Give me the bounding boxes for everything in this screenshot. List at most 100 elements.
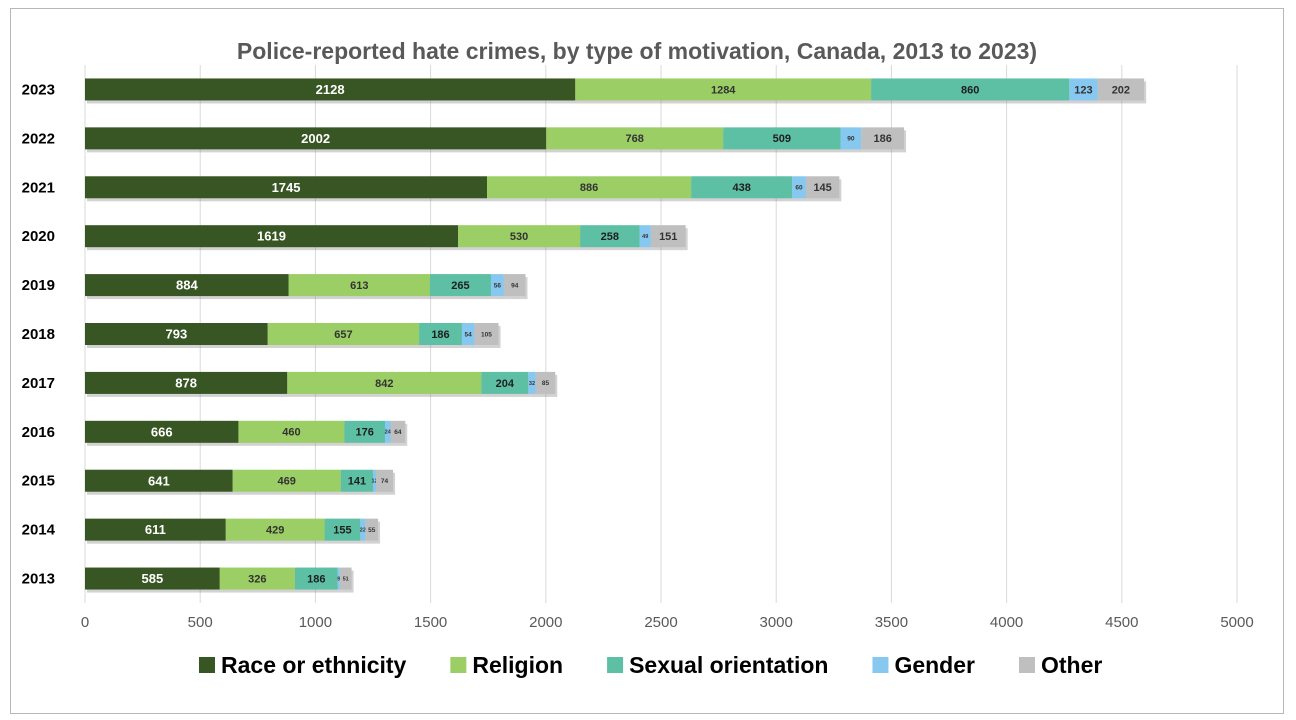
- gridlines: [84, 65, 1238, 603]
- y-category-label: 2017: [22, 375, 55, 392]
- bar-segment: [691, 176, 793, 199]
- bar-segment: [429, 274, 491, 297]
- bar-segment: [503, 274, 526, 297]
- bar-value-label: 186: [307, 573, 325, 585]
- bar-value-label: 886: [580, 182, 598, 194]
- bar-segment: [1069, 78, 1098, 101]
- x-tick-label: 1000: [299, 614, 332, 631]
- bar-segment: [85, 469, 233, 492]
- bar-value-label: 90: [847, 136, 855, 143]
- x-axis-labels: 0 500 1000 1500 2000 2500 3000 3500 4000 4500 5000: [81, 614, 1254, 631]
- bar-segment: [546, 127, 724, 150]
- bar-value-label: 469: [278, 476, 296, 488]
- bar-value-label: 24: [385, 430, 392, 436]
- bar-value-label: 9: [337, 576, 340, 582]
- y-category-label: 2023: [22, 81, 55, 98]
- bar-value-label: 155: [333, 524, 351, 536]
- legend-swatch: [450, 657, 467, 673]
- bar-value-label: 94: [511, 282, 519, 289]
- legend-label: Gender: [894, 652, 975, 678]
- bar-segment: [232, 469, 341, 492]
- x-tick-label: 2000: [529, 614, 562, 631]
- x-tick-label: 3000: [760, 614, 793, 631]
- y-category-label: 2020: [22, 228, 55, 245]
- bar-value-label: 793: [166, 327, 188, 342]
- x-tick-label: 3500: [875, 614, 908, 631]
- x-tick-label: 0: [81, 614, 89, 631]
- bar-value-label: 860: [961, 84, 979, 96]
- bar-segment: [474, 323, 499, 345]
- bar-value-label: 666: [151, 424, 173, 439]
- legend-swatch: [872, 657, 889, 673]
- bar-segment: [339, 567, 352, 590]
- bar-value-label: 657: [334, 329, 352, 341]
- bar-value-label: 438: [732, 182, 750, 194]
- bar-segment: [639, 225, 651, 248]
- bar-segment: [723, 127, 841, 150]
- bar-value-label: 56: [494, 282, 502, 289]
- x-tick-label: 1500: [414, 614, 447, 631]
- bar-value-label: 105: [481, 331, 492, 338]
- legend-swatch: [607, 657, 624, 673]
- bar-segment: [288, 274, 430, 297]
- x-tick-label: 500: [188, 614, 213, 631]
- bar-segment: [344, 420, 385, 443]
- bar-value-label: 611: [145, 522, 166, 537]
- bar-value-label: 202: [1112, 84, 1130, 96]
- bar-value-label: 74: [381, 478, 389, 485]
- x-tick-label: 5000: [1220, 614, 1253, 631]
- bar-value-label: 585: [142, 571, 164, 586]
- chart-frame: Police-reported hate crimes, by type of …: [10, 8, 1284, 714]
- bar-value-label: 51: [343, 576, 349, 582]
- legend-label: Race or ethnicity: [221, 652, 407, 678]
- chart-title: Police-reported hate crimes, by type of …: [237, 38, 1037, 64]
- bar-value-label: 64: [394, 429, 402, 436]
- bar-segment: [287, 371, 482, 394]
- y-category-label: 2015: [22, 473, 55, 490]
- bar-value-label: 186: [431, 329, 449, 341]
- bar-segment: [238, 420, 345, 443]
- bar-value-label: 884: [176, 278, 198, 293]
- bar-value-label: 842: [375, 378, 393, 390]
- bars: 2128 1284 860 123 202 2002 768 509 90 186 1745 886 4…: [85, 78, 1147, 593]
- x-tick-label: 4500: [1105, 614, 1138, 631]
- x-tick-label: 4000: [990, 614, 1023, 631]
- bar-value-label: 530: [510, 231, 528, 243]
- bar-segment: [85, 225, 459, 248]
- bar-value-label: 878: [175, 375, 197, 390]
- y-category-label: 2021: [22, 179, 55, 196]
- bar-value-label: 145: [813, 182, 831, 194]
- bar-value-label: 768: [626, 133, 644, 145]
- legend-label: Sexual orientation: [629, 652, 828, 678]
- bar-value-label: 204: [496, 378, 515, 390]
- legend-swatch: [1018, 657, 1035, 673]
- bar-value-label: 123: [1074, 84, 1092, 96]
- bar-segment: [85, 518, 226, 541]
- bar-segment: [461, 323, 475, 345]
- bar-value-label: 258: [601, 231, 619, 243]
- bar-segment: [458, 225, 581, 248]
- bar-segment: [85, 371, 288, 394]
- bar-segment: [340, 469, 374, 492]
- bar-value-label: 641: [148, 473, 170, 488]
- bar-value-label: 1284: [711, 84, 736, 96]
- y-category-label: 2014: [22, 522, 56, 539]
- bar-value-label: 85: [542, 380, 550, 387]
- bar-segment: [337, 567, 340, 590]
- bar-segment: [85, 567, 220, 590]
- bar-segment: [384, 420, 391, 443]
- legend-swatch: [199, 657, 215, 673]
- bar-value-label: 429: [266, 524, 284, 536]
- y-category-label: 2019: [22, 277, 55, 294]
- bar-segment: [219, 567, 295, 590]
- bar-segment: [375, 469, 394, 492]
- bar-segment: [390, 420, 406, 443]
- bar-value-label: 22: [360, 528, 366, 534]
- bar-segment: [487, 176, 692, 199]
- bar-segment: [225, 518, 325, 541]
- bar-segment: [1097, 78, 1145, 101]
- bar-value-label: 265: [451, 280, 469, 292]
- bar-segment: [85, 127, 547, 150]
- bar-value-label: 1619: [257, 229, 286, 244]
- bar-segment: [324, 518, 361, 541]
